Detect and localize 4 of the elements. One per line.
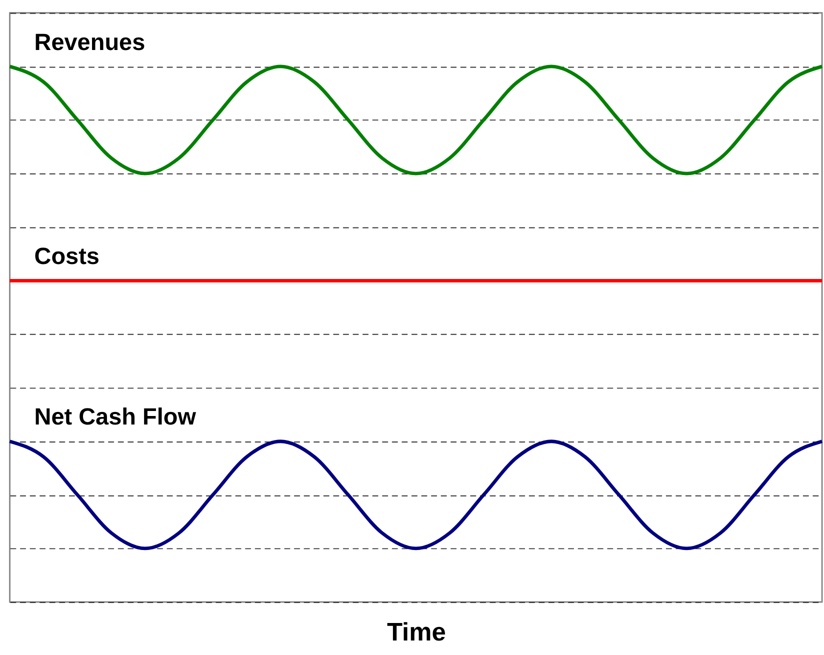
series-label: Revenues (34, 28, 146, 55)
series-label: Net Cash Flow (34, 404, 197, 430)
series-label: Costs (34, 243, 100, 270)
x-axis-title: Time (386, 618, 446, 647)
